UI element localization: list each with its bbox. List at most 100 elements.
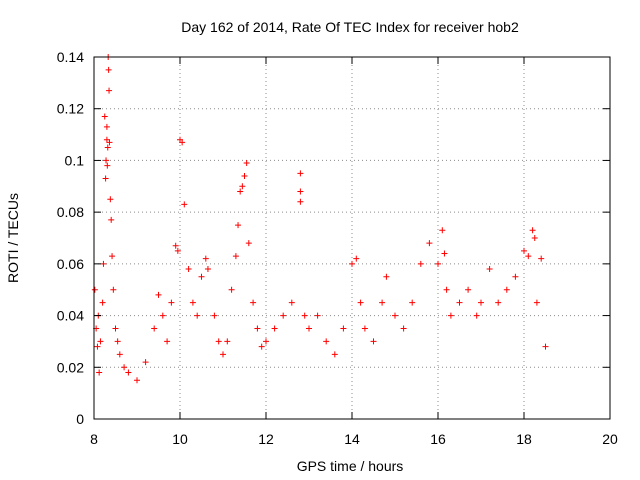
data-point xyxy=(271,325,278,332)
chart-title: Day 162 of 2014, Rate Of TEC Index for r… xyxy=(181,19,519,35)
data-point xyxy=(379,299,386,306)
data-point xyxy=(447,312,454,319)
data-point xyxy=(109,253,116,260)
data-point xyxy=(107,196,114,203)
data-point xyxy=(174,247,181,254)
data-point xyxy=(521,247,527,254)
data-point xyxy=(97,338,104,345)
data-point xyxy=(228,286,235,293)
data-point xyxy=(134,377,140,384)
data-point xyxy=(110,286,117,293)
data-point xyxy=(211,312,218,319)
data-point xyxy=(478,299,484,306)
axis-ticks xyxy=(93,56,611,420)
data-point xyxy=(172,242,179,249)
data-point xyxy=(441,250,448,257)
data-point xyxy=(104,162,111,169)
data-point xyxy=(220,351,226,358)
data-point xyxy=(215,338,222,345)
data-point xyxy=(417,260,424,267)
data-point xyxy=(409,299,416,306)
x-tick-label: 8 xyxy=(90,431,98,447)
data-point xyxy=(473,312,480,319)
data-point xyxy=(125,369,132,376)
x-tick-label: 14 xyxy=(344,431,360,447)
data-point xyxy=(331,351,338,358)
data-point xyxy=(168,299,175,306)
data-point xyxy=(383,273,390,280)
data-point xyxy=(194,312,201,319)
data-point xyxy=(340,325,347,332)
data-point xyxy=(151,325,158,332)
data-point xyxy=(529,227,536,234)
data-point xyxy=(263,338,269,345)
data-point xyxy=(301,312,308,319)
y-tick-label: 0.14 xyxy=(57,49,84,65)
data-point xyxy=(435,260,441,267)
data-point xyxy=(456,299,463,306)
data-point xyxy=(101,113,108,120)
data-point xyxy=(102,175,109,182)
data-point xyxy=(198,273,205,280)
data-point xyxy=(96,369,103,376)
y-tick-label: 0.06 xyxy=(57,256,84,272)
data-point xyxy=(280,312,287,319)
data-point xyxy=(288,299,295,306)
data-point xyxy=(297,198,304,205)
data-point xyxy=(105,66,112,73)
data-point xyxy=(512,273,519,280)
y-tick-label: 0.02 xyxy=(57,359,84,375)
x-tick-label: 10 xyxy=(172,431,188,447)
data-point xyxy=(204,266,211,273)
x-tick-label: 18 xyxy=(516,431,532,447)
data-point xyxy=(99,299,106,306)
data-point xyxy=(181,201,188,208)
data-points xyxy=(91,54,549,384)
y-tick-labels: 0 0.02 0.04 0.06 0.08 0.1 0.12 0.14 xyxy=(57,49,84,427)
data-point xyxy=(392,312,398,319)
data-point xyxy=(254,325,261,332)
x-tick-label: 12 xyxy=(258,431,274,447)
data-point xyxy=(297,170,304,177)
data-point xyxy=(426,240,433,247)
data-point xyxy=(235,222,242,229)
x-axis-label: GPS time / hours xyxy=(297,458,404,474)
data-point xyxy=(103,136,110,143)
data-point xyxy=(202,255,209,262)
data-point xyxy=(116,351,123,358)
data-point xyxy=(159,312,166,319)
data-point xyxy=(349,260,355,267)
data-point xyxy=(104,144,111,151)
data-point xyxy=(297,188,304,195)
x-tick-label: 16 xyxy=(430,431,446,447)
data-point xyxy=(237,188,244,195)
y-tick-label: 0.04 xyxy=(57,308,84,324)
y-tick-label: 0.12 xyxy=(57,101,84,117)
x-tick-labels: 8 10 12 14 16 18 20 xyxy=(90,431,618,447)
data-point xyxy=(103,157,110,164)
data-point xyxy=(103,123,110,130)
data-point xyxy=(155,291,162,298)
data-point xyxy=(114,338,121,345)
data-point xyxy=(108,216,115,223)
data-point xyxy=(164,338,171,345)
data-point xyxy=(239,183,246,190)
data-point xyxy=(112,325,119,332)
data-point xyxy=(91,286,98,293)
data-point xyxy=(179,139,186,146)
data-point xyxy=(465,286,472,293)
y-tick-label: 0.08 xyxy=(57,204,84,220)
data-point xyxy=(306,325,312,332)
data-point xyxy=(353,255,360,262)
data-point xyxy=(250,299,257,306)
data-point xyxy=(503,286,510,293)
data-point xyxy=(94,343,101,350)
data-point xyxy=(232,253,239,260)
data-point xyxy=(142,359,149,366)
data-point xyxy=(100,260,107,267)
data-point xyxy=(370,338,377,345)
data-point xyxy=(400,325,407,332)
y-tick-label: 0 xyxy=(76,411,84,427)
data-point xyxy=(185,266,192,273)
